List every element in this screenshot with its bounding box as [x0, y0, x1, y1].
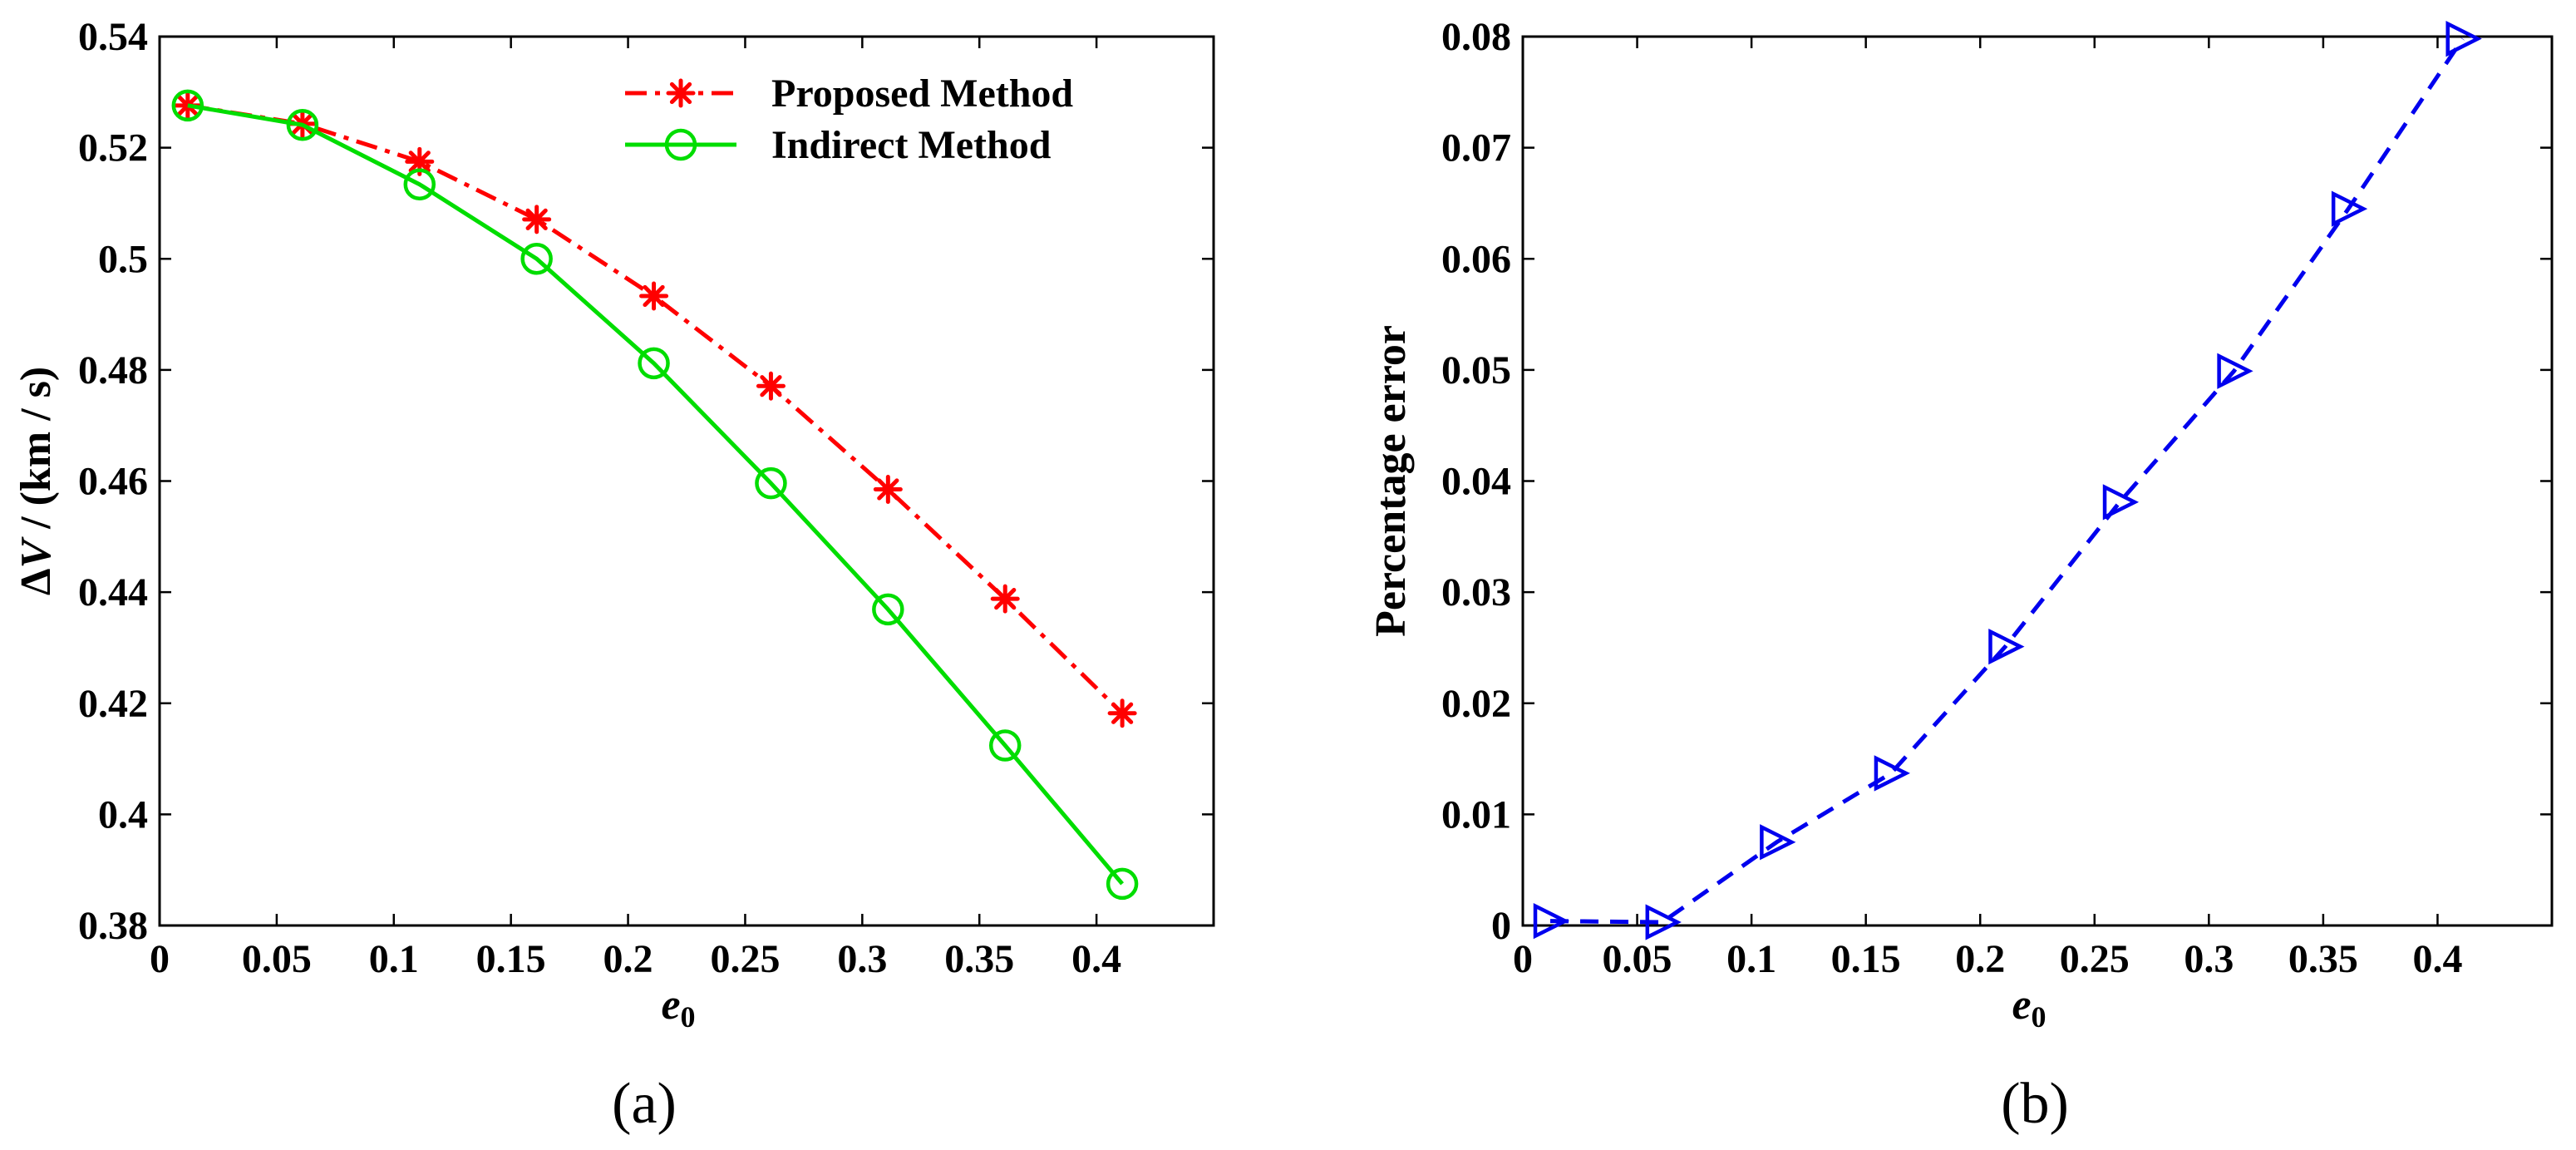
y-tick-label: 0.07 — [1441, 126, 1511, 170]
data-point-marker — [873, 475, 903, 505]
x-axis-title: e0 — [2012, 981, 2046, 1034]
legend: Proposed Method Indirect Method — [625, 72, 1073, 167]
x-tick-label: 0.4 — [1071, 937, 1121, 981]
x-tick-label: 0.3 — [837, 937, 887, 981]
x-tick-label: 0 — [1513, 937, 1533, 981]
data-point-marker — [2331, 190, 2368, 227]
data-point-marker — [520, 243, 553, 275]
caption-b: (b) — [2001, 1072, 2069, 1136]
data-point-marker — [1988, 628, 2025, 665]
x-tick-label: 0.25 — [710, 937, 780, 981]
y-tick-label: 0.08 — [1441, 15, 1511, 59]
x-tick-label: 0.2 — [603, 937, 653, 981]
x-tick-label: 0.3 — [2184, 937, 2234, 981]
data-point-marker — [988, 729, 1022, 762]
x-tick-label: 0.15 — [476, 937, 546, 981]
legend-label: Proposed Method — [771, 72, 1073, 116]
y-tick-label: 0.06 — [1441, 237, 1511, 281]
data-point-marker — [638, 347, 670, 380]
data-point-marker — [171, 89, 204, 122]
data-point-marker — [286, 108, 319, 141]
chart-panel-b: 0 0.05 0.1 0.15 0.2 0.25 0.3 0.35 0.4 0 0.01 0.02 0.… — [1367, 15, 2554, 1034]
y-axis-title: ΔV / (km / s) — [12, 367, 60, 595]
series-line — [1549, 37, 2465, 925]
data-point-marker — [639, 281, 669, 311]
series-line — [187, 103, 1124, 715]
series-line — [187, 103, 1125, 886]
x-axis-title-var: e — [661, 981, 680, 1029]
legend-label: Indirect Method — [771, 123, 1052, 167]
x-tick-label: 0.4 — [2412, 937, 2462, 981]
data-point-marker — [2102, 484, 2140, 521]
x-tick-label: 0.05 — [1603, 937, 1672, 981]
x-tick-label: 0.1 — [1726, 937, 1776, 981]
data-point-marker — [1760, 824, 1796, 861]
caption-a: (a) — [612, 1072, 677, 1136]
y-axis-title: Percentage error — [1367, 325, 1415, 637]
legend-marker — [664, 128, 697, 161]
y-tick-label: 0.4 — [98, 792, 148, 837]
data-point-marker — [755, 466, 787, 500]
data-point-marker — [1106, 867, 1139, 901]
y-tick-label: 0.38 — [78, 904, 148, 948]
series-proposed-method — [173, 91, 1137, 728]
series-indirect-method — [171, 89, 1139, 901]
data-point-marker — [1533, 903, 1570, 940]
y-tick-label: 0.04 — [1441, 460, 1511, 504]
data-point-marker — [990, 584, 1020, 614]
x-axis-title-sub: 0 — [681, 1000, 696, 1034]
chart-panel-a: 0 0.05 0.1 0.15 0.2 0.25 0.3 0.35 0.4 0.38 0.4 0.42… — [12, 15, 1215, 1034]
y-axis-title-var: V — [12, 536, 60, 569]
x-tick-label: 0.2 — [1955, 937, 2005, 981]
y-axis-title-unit: / (km / s) — [12, 367, 60, 540]
x-tick-label: 0.05 — [242, 937, 312, 981]
data-point-marker — [1645, 904, 1682, 940]
plot-area-frame — [1521, 35, 2554, 927]
x-tick-label: 0.15 — [1831, 937, 1901, 981]
y-tick-label: 0.46 — [78, 460, 148, 504]
y-tick-label: 0 — [1491, 904, 1511, 948]
y-tick-label: 0.48 — [78, 348, 148, 392]
x-tick-label: 0 — [150, 937, 170, 981]
x-tick-label: 0.35 — [2288, 937, 2358, 981]
data-point-marker — [1874, 755, 1910, 792]
y-tick-label: 0.03 — [1441, 570, 1511, 614]
y-tick-label: 0.54 — [78, 15, 148, 59]
x-axis-title: e0 — [661, 981, 695, 1034]
y-tick-label: 0.5 — [98, 237, 148, 281]
x-axis-title-sub: 0 — [2032, 1000, 2047, 1034]
y-tick-label: 0.44 — [78, 570, 148, 614]
y-tick-label: 0.02 — [1441, 682, 1511, 726]
data-point-marker — [522, 205, 552, 234]
x-tick-label: 0.25 — [2060, 937, 2130, 981]
series-percentage-error — [1533, 21, 2482, 940]
plot-area-frame — [158, 35, 1215, 927]
y-tick-label: 0.52 — [78, 126, 148, 170]
data-point-marker — [2217, 353, 2253, 389]
data-point-marker — [872, 593, 904, 626]
y-tick-label: 0.01 — [1441, 792, 1511, 837]
y-axis-title-delta: Δ — [12, 569, 60, 596]
data-point-marker — [756, 371, 786, 401]
x-tick-label: 0.1 — [369, 937, 419, 981]
data-point-marker — [403, 168, 436, 200]
legend-marker — [666, 78, 696, 108]
data-point-marker — [1107, 698, 1137, 728]
x-axis-title-var: e — [2012, 981, 2031, 1029]
data-point-marker — [2445, 21, 2482, 57]
y-tick-label: 0.05 — [1441, 348, 1511, 392]
x-tick-label: 0.35 — [944, 937, 1014, 981]
y-tick-label: 0.42 — [78, 682, 148, 726]
